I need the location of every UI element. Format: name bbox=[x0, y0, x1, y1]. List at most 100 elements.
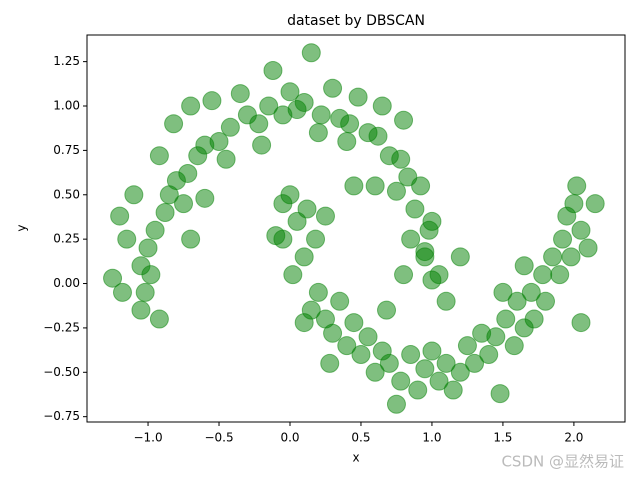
y-tick-label: −0.75 bbox=[43, 409, 80, 423]
point bbox=[465, 353, 485, 373]
point bbox=[337, 132, 357, 152]
point bbox=[103, 268, 123, 288]
point bbox=[372, 96, 392, 116]
point bbox=[283, 265, 303, 285]
point bbox=[294, 313, 314, 333]
point bbox=[543, 247, 563, 267]
point bbox=[315, 206, 335, 226]
point bbox=[422, 211, 442, 231]
y-tick-label: −0.25 bbox=[43, 320, 80, 334]
y-tick-label: 1.00 bbox=[53, 99, 80, 113]
x-tick-label: −0.5 bbox=[204, 431, 233, 445]
point bbox=[263, 61, 283, 81]
point bbox=[306, 229, 326, 249]
point bbox=[348, 87, 368, 107]
point bbox=[391, 371, 411, 391]
point bbox=[344, 313, 364, 333]
x-axis-label: x bbox=[352, 451, 359, 465]
point bbox=[379, 353, 399, 373]
point bbox=[337, 336, 357, 356]
point bbox=[358, 327, 378, 347]
point bbox=[141, 265, 161, 285]
point bbox=[496, 309, 516, 329]
point bbox=[394, 110, 414, 130]
point bbox=[297, 199, 317, 219]
point bbox=[131, 300, 151, 320]
point bbox=[110, 206, 130, 226]
point bbox=[422, 341, 442, 361]
point bbox=[514, 256, 534, 276]
y-tick-label: 1.25 bbox=[53, 54, 80, 68]
y-tick-label: 0.75 bbox=[53, 143, 80, 157]
point bbox=[533, 265, 553, 285]
point bbox=[585, 194, 605, 214]
point bbox=[230, 84, 250, 104]
plot-frame bbox=[86, 34, 626, 423]
point bbox=[561, 247, 581, 267]
point bbox=[578, 238, 598, 258]
point bbox=[401, 229, 421, 249]
x-tick-label: 1.0 bbox=[422, 431, 441, 445]
point bbox=[504, 336, 524, 356]
point bbox=[401, 345, 421, 365]
point bbox=[266, 226, 286, 246]
point bbox=[377, 300, 397, 320]
point bbox=[294, 247, 314, 267]
point bbox=[436, 291, 456, 311]
point bbox=[571, 313, 591, 333]
point bbox=[567, 176, 587, 196]
point bbox=[386, 181, 406, 201]
watermark: CSDN @显然易证 bbox=[501, 453, 624, 471]
y-tick-label: 0.00 bbox=[53, 276, 80, 290]
point bbox=[308, 123, 328, 143]
point bbox=[479, 345, 499, 365]
point bbox=[521, 282, 541, 302]
point bbox=[323, 323, 343, 343]
point bbox=[493, 282, 513, 302]
point bbox=[408, 380, 428, 400]
point bbox=[550, 265, 570, 285]
point bbox=[273, 105, 293, 125]
point bbox=[138, 238, 158, 258]
point bbox=[273, 194, 293, 214]
point bbox=[351, 345, 371, 365]
point bbox=[436, 353, 456, 373]
point bbox=[330, 108, 350, 128]
point bbox=[330, 291, 350, 311]
point bbox=[394, 265, 414, 285]
point bbox=[188, 146, 208, 166]
point bbox=[287, 211, 307, 231]
point bbox=[490, 384, 510, 404]
point bbox=[149, 146, 169, 166]
point bbox=[323, 78, 343, 98]
point bbox=[524, 309, 544, 329]
point bbox=[220, 117, 240, 137]
point bbox=[135, 282, 155, 302]
point bbox=[195, 188, 215, 208]
point bbox=[365, 362, 385, 382]
point bbox=[181, 229, 201, 249]
y-tick-label: 0.50 bbox=[53, 187, 80, 201]
point bbox=[252, 135, 272, 155]
point bbox=[571, 220, 591, 240]
point bbox=[301, 43, 321, 63]
point bbox=[486, 327, 506, 347]
point bbox=[311, 105, 331, 125]
x-tick-label: 2.0 bbox=[564, 431, 583, 445]
point bbox=[507, 291, 527, 311]
y-axis-label: y bbox=[15, 224, 29, 231]
point bbox=[344, 176, 364, 196]
point bbox=[164, 114, 184, 134]
point bbox=[386, 394, 406, 414]
point bbox=[117, 229, 137, 249]
point bbox=[216, 149, 236, 169]
point bbox=[443, 380, 463, 400]
point bbox=[358, 123, 378, 143]
point bbox=[405, 199, 425, 219]
point bbox=[553, 229, 573, 249]
point bbox=[429, 265, 449, 285]
point bbox=[450, 362, 470, 382]
point bbox=[365, 176, 385, 196]
point bbox=[181, 96, 201, 116]
